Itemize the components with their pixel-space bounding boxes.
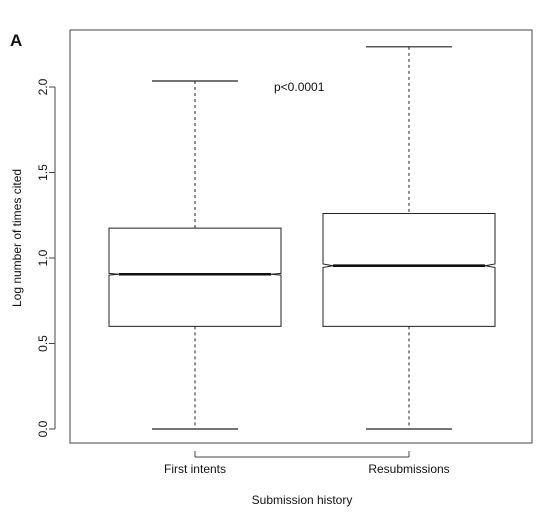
box-body (108, 227, 282, 327)
panel-label: A (10, 31, 22, 50)
x-axis-title: Submission history (252, 493, 353, 507)
y-axis: 0.0 0.5 1.0 1.5 2.0 (36, 78, 56, 437)
box-resubmissions (322, 46, 496, 430)
p-value-annotation: p<0.0001 (274, 80, 325, 94)
box-first-intents (108, 80, 282, 430)
y-tick-label: 1.0 (36, 249, 50, 266)
plot-frame (69, 29, 533, 444)
x-axis: First intents Resubmissions (164, 451, 450, 476)
x-tick-label: Resubmissions (368, 462, 449, 476)
y-tick-label: 1.5 (36, 164, 50, 181)
y-tick-label: 0.0 (36, 420, 50, 437)
box-body (322, 213, 496, 327)
x-tick-label: First intents (164, 462, 226, 476)
y-tick-label: 2.0 (36, 78, 50, 95)
y-tick-label: 0.5 (36, 335, 50, 352)
y-axis-title: Log number of times cited (10, 169, 24, 307)
boxes-layer (108, 46, 496, 430)
